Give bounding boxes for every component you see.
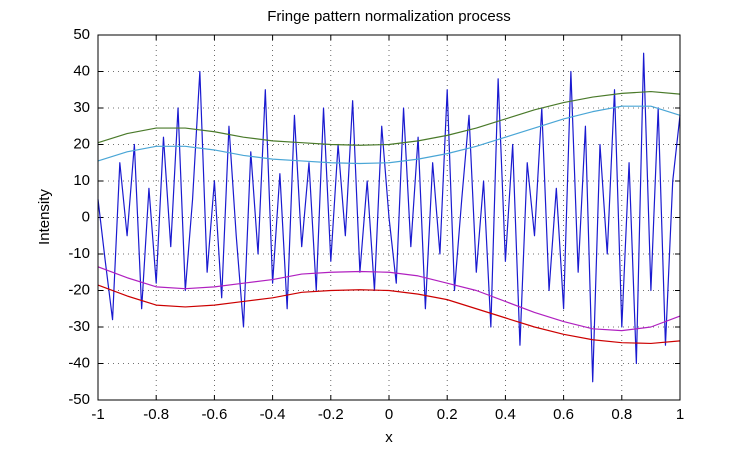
x-axis-label: x (385, 429, 393, 446)
data-line (97, 105, 681, 165)
x-tick-label: -0.8 (143, 406, 169, 423)
x-tick-label: 0.6 (553, 406, 574, 423)
y-axis-label: Intensity (36, 189, 53, 245)
y-tick-label: 30 (73, 99, 90, 116)
x-tick-label: 0 (385, 406, 393, 423)
x-tick-label: -0.4 (260, 406, 286, 423)
chart-title: Fringe pattern normalization process (267, 8, 510, 25)
y-tick-label: 20 (73, 135, 90, 152)
data-line (97, 266, 681, 332)
y-tick-label: -50 (68, 391, 90, 408)
y-tick-label: 50 (73, 26, 90, 43)
x-tick-label: 1 (676, 406, 684, 423)
y-tick-label: -30 (68, 318, 90, 335)
x-tick-label: 0.8 (611, 406, 632, 423)
y-tick-label: -40 (68, 354, 90, 371)
x-tick-label: -1 (91, 406, 104, 423)
x-tick-label: -0.2 (318, 406, 344, 423)
y-tick-label: 10 (73, 172, 90, 189)
x-tick-label: -0.6 (201, 406, 227, 423)
data-line (97, 52, 681, 383)
y-tick-label: 40 (73, 62, 90, 79)
x-tick-label: 0.4 (495, 406, 516, 423)
data-line (97, 90, 681, 146)
x-tick-label: 0.2 (437, 406, 458, 423)
y-tick-label: -20 (68, 281, 90, 298)
axes-box (97, 34, 681, 401)
data-line (97, 284, 681, 345)
y-tick-label: 0 (82, 208, 90, 225)
y-tick-label: -10 (68, 245, 90, 262)
